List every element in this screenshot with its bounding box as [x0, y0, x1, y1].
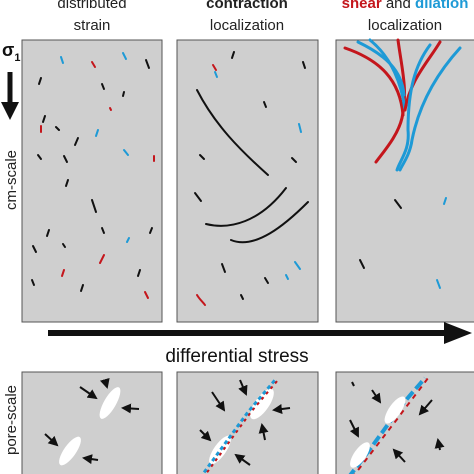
column-title: contraction	[206, 0, 288, 12]
stress-arrow-head	[1, 102, 19, 120]
sigma-subscript: 1	[14, 52, 20, 64]
column-title: localization	[368, 17, 442, 34]
axis-title: differential stress	[165, 346, 308, 367]
column-title: localization	[210, 17, 284, 34]
pores-contraction	[199, 379, 291, 474]
panel	[176, 39, 319, 323]
row-label: cm-scale	[3, 150, 20, 210]
panel	[176, 371, 319, 474]
panel	[21, 39, 163, 323]
sigma: σ	[2, 40, 14, 60]
fractures-distributed	[31, 52, 155, 299]
row-label: pore-scale	[3, 385, 20, 455]
title-dilation: dilation	[415, 0, 468, 12]
title-and: and	[386, 0, 411, 12]
title-shear: shear	[342, 0, 382, 12]
pores-distributed	[44, 377, 140, 466]
differential-arrow-head	[444, 322, 472, 344]
sigma-label: σ1	[2, 40, 20, 64]
column-title: shear and dilation	[342, 0, 469, 12]
fractures-contraction	[194, 51, 309, 306]
column-title: strain	[74, 17, 111, 34]
fractures-shear-dilation	[343, 38, 462, 289]
pores-shear-dilation	[348, 376, 445, 474]
column-title: distributed	[57, 0, 126, 12]
